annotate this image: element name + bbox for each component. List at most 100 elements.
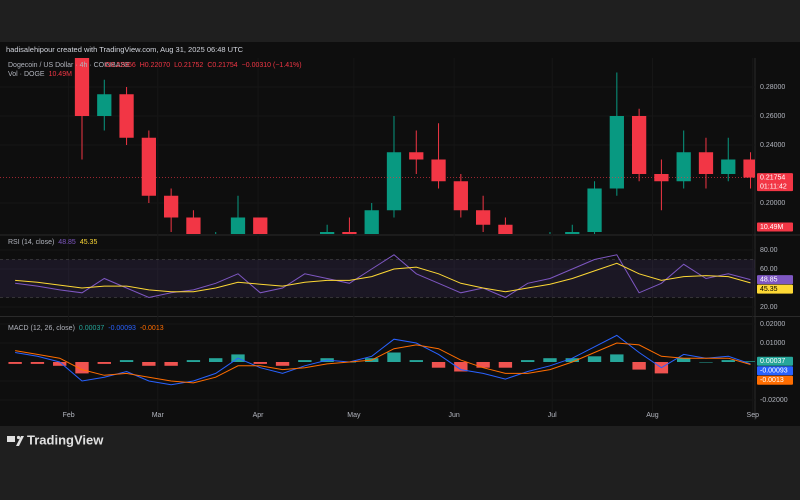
histogram-bar bbox=[409, 360, 423, 362]
candle-body bbox=[141, 137, 156, 196]
x-tick-label: Jul bbox=[548, 412, 557, 419]
histogram-bar bbox=[632, 362, 646, 370]
candle-body bbox=[74, 58, 90, 116]
histogram-bar bbox=[431, 362, 446, 368]
histogram-bar bbox=[743, 361, 755, 362]
macd-plot bbox=[8, 334, 755, 386]
value-tag-bg bbox=[757, 356, 793, 366]
histogram-bar bbox=[275, 362, 290, 366]
volume-tag: 10.49M bbox=[760, 224, 784, 231]
legend-value: 48.85 bbox=[58, 239, 76, 246]
x-tick-label: Jun bbox=[449, 412, 460, 419]
legend-value: 45.35 bbox=[80, 239, 98, 246]
histogram-bar bbox=[521, 360, 535, 362]
logo-mark bbox=[7, 436, 15, 442]
value-tag: 45.35 bbox=[760, 286, 778, 293]
pane-title: RSI (14, close) bbox=[8, 239, 54, 246]
candle-body bbox=[97, 94, 112, 116]
value-tag-bg bbox=[757, 375, 793, 385]
legend-value: 0.00037 bbox=[79, 325, 104, 332]
price-tag-bg bbox=[757, 173, 793, 192]
price-tag: 0.21754 bbox=[760, 174, 785, 181]
value-tag-bg bbox=[757, 275, 793, 285]
volume-label: Vol · DOGE bbox=[8, 71, 45, 78]
candle-body bbox=[498, 224, 513, 234]
x-tick-label: May bbox=[347, 412, 361, 419]
brand: TradingView bbox=[27, 432, 104, 447]
ohlc-value: O0.22066 bbox=[105, 62, 136, 69]
candle-body bbox=[609, 116, 624, 189]
histogram-bar bbox=[97, 362, 111, 364]
y-tick-label: 0.24000 bbox=[760, 142, 785, 149]
histogram-bar bbox=[699, 362, 713, 363]
candle-body bbox=[119, 94, 134, 138]
histogram-bar bbox=[8, 362, 22, 364]
chart-title: Dogecoin / US Dollar · 4h · COINBASE bbox=[8, 62, 130, 69]
y-tick-label: 0.20000 bbox=[760, 200, 785, 207]
legend-value: -0.00093 bbox=[108, 325, 136, 332]
legend-value: -0.0013 bbox=[140, 325, 164, 332]
candle-body bbox=[676, 152, 691, 182]
candle-body bbox=[565, 232, 580, 234]
pane-title: MACD (12, 26, close) bbox=[8, 325, 75, 332]
countdown: 01:11:42 bbox=[760, 183, 787, 190]
histogram-bar bbox=[587, 356, 602, 362]
logo: TradingView bbox=[7, 432, 104, 447]
ohlc-value: C0.21754 bbox=[207, 62, 237, 69]
candle-body bbox=[654, 174, 669, 182]
x-tick-label: Aug bbox=[646, 412, 659, 419]
credit: hadisalehipour created with TradingView.… bbox=[6, 45, 244, 54]
histogram-bar bbox=[186, 360, 201, 362]
histogram-bar bbox=[610, 354, 624, 362]
histogram-bar bbox=[53, 362, 67, 366]
candle-body bbox=[698, 152, 714, 174]
rsi-line bbox=[15, 262, 751, 293]
y-tick-label: 0.28000 bbox=[760, 84, 785, 91]
value-tag-bg bbox=[757, 366, 793, 376]
candle-body bbox=[319, 232, 335, 234]
candle-body bbox=[386, 152, 402, 211]
y-tick-label: 60.00 bbox=[760, 266, 778, 273]
candle-body bbox=[475, 210, 491, 225]
ohlc-value: L0.21752 bbox=[174, 62, 203, 69]
rsi-lines bbox=[15, 254, 751, 299]
y-tick-label: -0.02000 bbox=[760, 397, 788, 404]
y-tick-label: 20.00 bbox=[760, 304, 778, 311]
histogram-bar bbox=[543, 358, 557, 362]
value-tag: 0.00037 bbox=[760, 358, 785, 365]
x-tick-label: Mar bbox=[152, 412, 165, 419]
histogram-bar bbox=[298, 360, 312, 362]
histogram-bar bbox=[721, 360, 735, 362]
candle-body bbox=[631, 116, 647, 174]
ohlc-value: H0.22070 bbox=[140, 62, 170, 69]
histogram-bar bbox=[565, 358, 579, 362]
candle-body bbox=[587, 188, 602, 232]
histogram-bar bbox=[387, 352, 401, 362]
histogram-bar bbox=[75, 362, 89, 374]
histogram-bar bbox=[209, 358, 223, 362]
candle-body bbox=[743, 159, 755, 178]
candles bbox=[74, 58, 755, 234]
histogram-bar bbox=[164, 362, 178, 366]
histogram-bar bbox=[677, 358, 691, 362]
x-tick-label: Sep bbox=[747, 412, 760, 419]
value-tag-bg bbox=[757, 284, 793, 294]
candle-body bbox=[186, 217, 201, 234]
x-tick-label: Apr bbox=[253, 412, 265, 419]
histogram-bar bbox=[498, 362, 513, 368]
histogram-bar bbox=[253, 362, 267, 364]
candle-body bbox=[230, 217, 246, 234]
candle-body bbox=[342, 232, 357, 234]
y-tick-label: 0.02000 bbox=[760, 321, 785, 328]
y-tick-label: 0.01000 bbox=[760, 340, 785, 347]
rsi-line bbox=[15, 254, 751, 299]
histogram-bar bbox=[142, 362, 156, 366]
candle-body bbox=[164, 195, 179, 218]
value-tag: -0.00093 bbox=[760, 368, 788, 375]
logo-mark bbox=[16, 436, 24, 446]
histogram-bar bbox=[454, 362, 468, 372]
candle-body bbox=[409, 152, 424, 160]
volume-tag-bg bbox=[757, 222, 793, 232]
candle-body bbox=[431, 159, 446, 182]
value-tag: 48.85 bbox=[760, 276, 778, 283]
